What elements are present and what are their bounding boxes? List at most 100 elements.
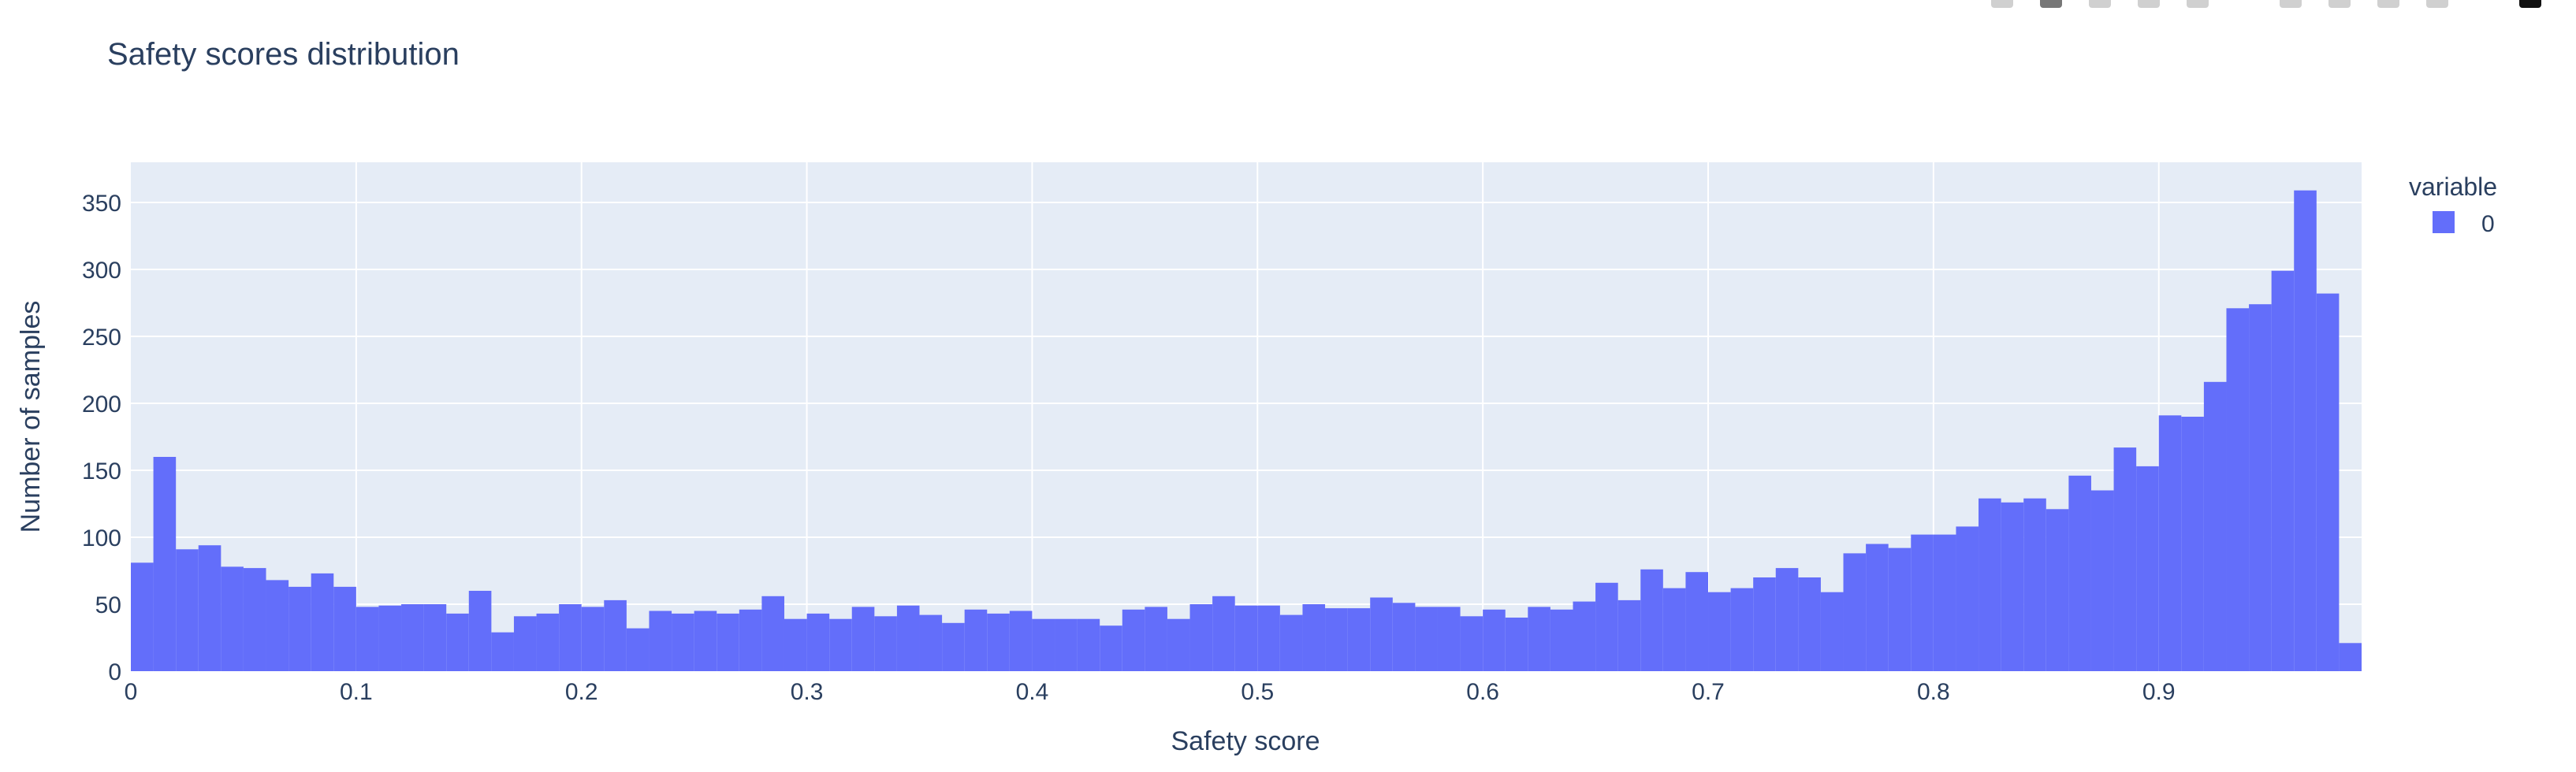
histogram-bar[interactable] <box>672 613 694 671</box>
histogram-bar[interactable] <box>468 591 492 671</box>
histogram-bar[interactable] <box>1347 608 1371 671</box>
histogram-bar[interactable] <box>1911 534 1934 671</box>
histogram-bar[interactable] <box>1212 596 1235 671</box>
histogram-bar[interactable] <box>513 616 537 671</box>
pan-icon[interactable] <box>2086 0 2114 11</box>
histogram-bar[interactable] <box>1956 526 1979 671</box>
reset-axes-icon[interactable] <box>2423 0 2451 11</box>
histogram-bar[interactable] <box>221 566 244 671</box>
histogram-bar[interactable] <box>604 599 627 671</box>
histogram-bar[interactable] <box>2203 381 2227 671</box>
histogram-bar[interactable] <box>401 604 424 671</box>
histogram-bar[interactable] <box>1302 604 1326 671</box>
histogram-bar[interactable] <box>1505 618 1528 671</box>
histogram-bar[interactable] <box>1888 547 1912 671</box>
histogram-bar[interactable] <box>2090 490 2114 672</box>
histogram-bar[interactable] <box>176 549 199 671</box>
histogram-bar[interactable] <box>2294 190 2317 671</box>
histogram-bar[interactable] <box>784 618 807 671</box>
plotly-logo-icon[interactable] <box>2516 0 2544 11</box>
histogram-bar[interactable] <box>333 586 356 671</box>
histogram-bar[interactable] <box>1843 553 1867 671</box>
histogram-bar[interactable] <box>153 457 177 671</box>
histogram-bar[interactable] <box>1550 609 1573 671</box>
histogram-bar[interactable] <box>896 605 920 671</box>
histogram-bar[interactable] <box>1753 577 1776 671</box>
zoom-out-icon[interactable] <box>2325 0 2354 11</box>
histogram-bar[interactable] <box>1820 592 1844 671</box>
histogram-bar[interactable] <box>1077 618 1100 671</box>
histogram-bar[interactable] <box>1685 572 1709 671</box>
histogram-bar[interactable] <box>536 613 560 671</box>
histogram-bar[interactable] <box>919 614 943 671</box>
zoom-in-icon[interactable] <box>2276 0 2305 11</box>
histogram-bar[interactable] <box>2001 502 2024 671</box>
histogram-bar[interactable] <box>2136 466 2159 671</box>
histogram-bar[interactable] <box>1009 611 1033 672</box>
histogram-bar[interactable] <box>2339 643 2362 671</box>
histogram-bar[interactable] <box>851 607 875 671</box>
zoom-icon[interactable] <box>2037 0 2065 11</box>
histogram-bar[interactable] <box>1055 618 1078 671</box>
histogram-bar[interactable] <box>1617 599 1641 671</box>
histogram-bar[interactable] <box>1483 609 1506 671</box>
histogram-bar[interactable] <box>1370 597 1393 672</box>
histogram-bar[interactable] <box>2316 293 2340 671</box>
histogram-bar[interactable] <box>423 604 447 671</box>
lasso-icon[interactable] <box>2183 0 2212 11</box>
histogram-bar[interactable] <box>243 568 266 671</box>
histogram-bar[interactable] <box>1279 614 1303 671</box>
histogram-bar[interactable] <box>1415 607 1438 671</box>
histogram-bar[interactable] <box>761 596 784 671</box>
histogram-bar[interactable] <box>1167 618 1190 671</box>
histogram-bar[interactable] <box>2249 304 2272 671</box>
histogram-bar[interactable] <box>1933 534 1956 671</box>
histogram-bar[interactable] <box>581 607 605 671</box>
histogram-bar[interactable] <box>1437 607 1461 671</box>
histogram-bar[interactable] <box>266 580 289 671</box>
legend-item[interactable]: 0 <box>2433 211 2495 237</box>
camera-icon[interactable] <box>1988 0 2016 11</box>
histogram-bar[interactable] <box>1325 608 1348 671</box>
histogram-bar[interactable] <box>694 611 717 672</box>
histogram-bar[interactable] <box>198 545 221 671</box>
histogram-bar[interactable] <box>311 573 334 671</box>
histogram-bar[interactable] <box>2158 415 2182 671</box>
histogram-bar[interactable] <box>1775 568 1799 671</box>
histogram-bar[interactable] <box>1979 498 2001 671</box>
histogram-bar[interactable] <box>649 611 672 672</box>
histogram-bar[interactable] <box>987 613 1010 671</box>
histogram-bar[interactable] <box>378 605 402 671</box>
histogram-bar[interactable] <box>1573 601 1596 671</box>
histogram-bar[interactable] <box>288 586 311 671</box>
histogram-bar[interactable] <box>1032 618 1055 671</box>
histogram-bar[interactable] <box>717 613 739 671</box>
histogram-bar[interactable] <box>739 609 762 671</box>
histogram-bar[interactable] <box>2181 417 2204 671</box>
histogram-bar[interactable] <box>806 613 830 671</box>
histogram-bar[interactable] <box>1708 592 1731 671</box>
histogram-bar[interactable] <box>1122 609 1145 671</box>
histogram-bar[interactable] <box>2046 509 2069 671</box>
histogram-bar[interactable] <box>626 628 650 671</box>
histogram-bar[interactable] <box>356 607 379 671</box>
histogram-bar[interactable] <box>874 616 897 671</box>
histogram-bar[interactable] <box>559 604 582 671</box>
histogram-bar[interactable] <box>1145 607 1167 671</box>
histogram-bar[interactable] <box>2271 270 2295 671</box>
histogram-bar[interactable] <box>1100 625 1122 671</box>
histogram-bar[interactable] <box>1640 569 1663 671</box>
histogram-bar[interactable] <box>131 562 154 671</box>
histogram-bar[interactable] <box>1189 604 1213 671</box>
histogram-bar[interactable] <box>1595 582 1618 671</box>
histogram-bar[interactable] <box>1730 588 1754 671</box>
box-select-icon[interactable] <box>2135 0 2163 11</box>
histogram-bar[interactable] <box>446 613 469 671</box>
histogram-bar[interactable] <box>964 609 988 671</box>
histogram-bar[interactable] <box>491 632 514 671</box>
histogram-bar[interactable] <box>2113 447 2137 671</box>
histogram-bar[interactable] <box>829 618 852 671</box>
histogram-bar[interactable] <box>2068 475 2091 671</box>
histogram-bar[interactable] <box>2023 498 2046 671</box>
histogram-bar[interactable] <box>1234 605 1258 671</box>
